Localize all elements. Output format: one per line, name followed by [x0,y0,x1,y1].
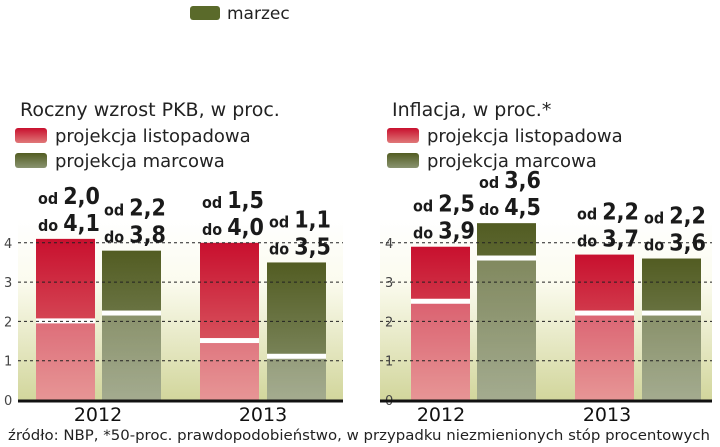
range-label-to: do 3,8 [104,223,166,249]
footer-source: źródło: NBP, *50-proc. prawdopodobieństw… [8,428,710,444]
legend-swatch [387,153,419,168]
bar-lower-shade [102,313,161,400]
bar-lower-shade [200,341,259,400]
bar-lower-bound-marker [102,310,161,316]
bar-lower-bound-marker [200,338,259,344]
bar-projekcja-marcowa [477,223,536,400]
bar-lower-shade [642,313,701,400]
legend-swatch [387,128,419,143]
bar-projekcja-listopadowa [575,254,634,400]
x-category-label: 2012 [74,404,122,426]
range-label-to: do 3,6 [644,231,706,257]
bar-lower-shade [411,301,470,400]
legend-label: projekcja listopadowa [427,126,623,147]
bar-projekcja-marcowa [267,262,326,400]
bar-projekcja-marcowa [102,250,161,400]
range-label-to: do 4,5 [479,195,541,221]
y-tick-label: 3 [385,276,393,291]
x-category-label: 2012 [417,404,465,426]
range-label-from: od 3,6 [479,168,541,194]
legend-label: projekcja listopadowa [55,126,251,147]
x-category-label: 2013 [239,404,287,426]
chart-title: Inflacja, w proc.* [392,99,551,121]
bar-lower-bound-marker [267,353,326,359]
bar-lower-bound-marker [575,310,634,316]
range-label-from: od 2,2 [577,200,639,226]
y-tick-label: 4 [4,237,12,252]
bar-lower-shade [575,313,634,400]
range-label-to: do 4,0 [202,215,264,241]
legend-swatch [15,128,47,143]
range-label-to: do 3,5 [269,234,331,260]
y-tick-label: 0 [4,394,12,409]
y-tick-label: 4 [385,237,393,252]
bar-lower-shade [267,356,326,400]
range-label-from: od 1,5 [202,188,264,214]
range-label-to: do 4,1 [38,211,100,237]
range-label-from: od 2,5 [413,192,475,218]
range-label-to: do 3,7 [577,227,639,253]
y-tick-label: 2 [4,315,12,330]
bar-lower-bound-marker [477,255,536,261]
range-label-from: od 2,2 [644,204,706,230]
y-tick-label: 3 [4,276,12,291]
bar-lower-bound-marker [36,318,95,324]
range-label-from: od 1,1 [269,207,331,233]
range-label-from: od 2,0 [38,184,100,210]
chart-title: Roczny wzrost PKB, w proc. [20,99,280,121]
x-category-label: 2013 [583,404,631,426]
legend-label: projekcja marcowa [55,151,225,172]
legend-label: projekcja marcowa [427,151,597,172]
y-tick-label: 1 [385,355,393,370]
legend-swatch [15,153,47,168]
top-legend-label: marzec [227,4,290,24]
top-legend-swatch [190,6,220,20]
bar-lower-shade [477,258,536,400]
y-tick-label: 2 [385,315,393,330]
y-tick-label: 1 [4,355,12,370]
bar-projekcja-listopadowa [411,246,470,400]
range-label-to: do 3,9 [413,219,475,245]
bar-lower-bound-marker [642,310,701,316]
range-label-from: od 2,2 [104,196,166,222]
bar-lower-bound-marker [411,298,470,304]
